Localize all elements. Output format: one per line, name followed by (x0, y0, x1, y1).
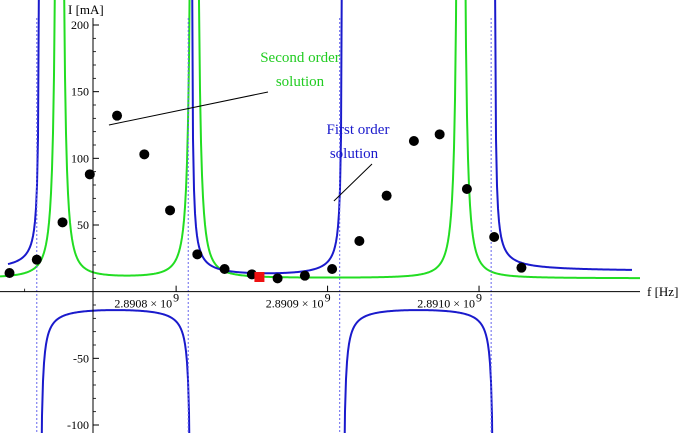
second-order-curve (0, 0, 640, 280)
y-tick-label: -50 (73, 351, 89, 365)
x-tick-label: 2.8909 × 10 (266, 297, 324, 311)
points-layer (4, 110, 527, 284)
data-point (112, 110, 123, 121)
data-point (516, 262, 527, 273)
annotation-arrow-second-order (108, 91, 269, 126)
y-tick-label: 100 (71, 151, 89, 165)
data-point (192, 249, 203, 260)
annotations-layer: Second order solution First order solution (108, 50, 390, 202)
first-order-curve (7, 0, 40, 266)
data-point (461, 184, 472, 194)
y-tick-label: -100 (67, 418, 89, 432)
data-point (489, 232, 500, 242)
data-point (31, 254, 42, 265)
data-point (408, 136, 419, 146)
data-point (327, 264, 338, 274)
annotation-arrow-first-order (333, 163, 373, 202)
first-order-curve (40, 309, 191, 433)
y-axis-label: I [mA] (68, 2, 104, 17)
annotation-first-order-subtitle: solution (330, 146, 379, 162)
data-point (246, 269, 257, 280)
data-point (381, 190, 392, 201)
data-point (165, 205, 176, 216)
data-point (57, 217, 68, 228)
data-point (354, 236, 365, 246)
x-tick-exponent: 9 (173, 291, 179, 305)
y-tick-label: 200 (71, 18, 89, 32)
annotation-second-order-title: Second order (260, 50, 340, 66)
first-order-curve (494, 0, 633, 271)
x-tick-label: 2.8908 × 10 (114, 297, 172, 311)
data-point (219, 264, 230, 274)
curves-layer (0, 0, 640, 433)
x-tick-label: 2.8910 × 10 (417, 297, 475, 311)
data-point (434, 129, 445, 140)
annotation-first-order-title: First order (327, 122, 390, 138)
data-point (4, 268, 15, 278)
data-point (299, 270, 310, 281)
data-point (272, 273, 283, 284)
y-tick-label: 50 (77, 218, 89, 232)
y-tick-label: 150 (71, 85, 89, 99)
x-axis-label: f [Hz] (647, 284, 678, 299)
data-point (139, 149, 150, 160)
x-tick-exponent: 9 (476, 291, 482, 305)
first-order-curve (343, 309, 494, 433)
data-point (84, 169, 95, 180)
annotation-second-order-subtitle: solution (276, 74, 325, 90)
highlighted-data-point (254, 272, 265, 282)
x-tick-exponent: 9 (325, 291, 331, 305)
first-order-curve (191, 0, 343, 275)
